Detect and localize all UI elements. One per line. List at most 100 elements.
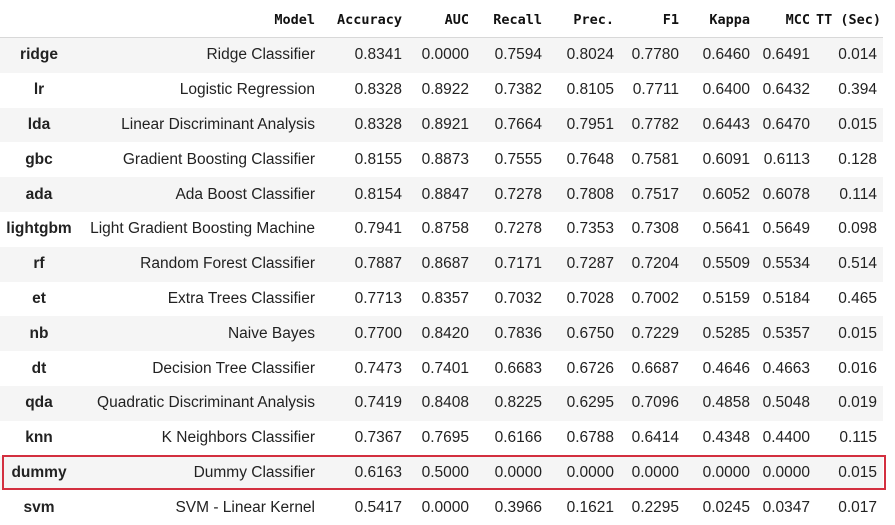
header-mcc: MCC	[756, 3, 816, 38]
model-name-cell: Random Forest Classifier	[78, 246, 321, 282]
f1-cell: 0.7204	[620, 246, 685, 282]
tt-cell: 0.017	[816, 490, 883, 525]
auc-cell: 0.8847	[408, 177, 475, 212]
auc-cell: 0.8687	[408, 246, 475, 282]
recall-cell: 0.7032	[475, 281, 548, 317]
header-model: Model	[78, 3, 321, 38]
accuracy-cell: 0.8154	[321, 177, 408, 212]
accuracy-cell: 0.5417	[321, 490, 408, 525]
table-row: qda Quadratic Discriminant Analysis 0.7419…	[0, 385, 883, 421]
accuracy-cell: 0.7713	[321, 281, 408, 317]
prec-cell: 0.6726	[548, 351, 620, 386]
table-row: dt Decision Tree Classifier 0.7473 0.7401 0.…	[0, 351, 883, 386]
mcc-cell: 0.6432	[756, 72, 816, 108]
mcc-cell: 0.6491	[756, 37, 816, 73]
recall-cell: 0.8225	[475, 385, 548, 421]
model-name-cell: Decision Tree Classifier	[78, 351, 321, 386]
model-name-cell: K Neighbors Classifier	[78, 420, 321, 456]
tt-cell: 0.019	[816, 385, 883, 421]
auc-cell: 0.8758	[408, 211, 475, 247]
prec-cell: 0.8105	[548, 72, 620, 108]
tt-cell: 0.015	[816, 107, 883, 143]
accuracy-cell: 0.7700	[321, 316, 408, 352]
auc-cell: 0.8922	[408, 72, 475, 108]
auc-cell: 0.8408	[408, 385, 475, 421]
mcc-cell: 0.6113	[756, 142, 816, 178]
kappa-cell: 0.5285	[685, 316, 756, 352]
row-index: svm	[0, 490, 78, 525]
recall-cell: 0.6166	[475, 420, 548, 456]
header-recall: Recall	[475, 3, 548, 38]
kappa-cell: 0.6460	[685, 37, 756, 73]
mcc-cell: 0.0000	[756, 455, 816, 491]
prec-cell: 0.7808	[548, 177, 620, 212]
model-comparison-table: Model Accuracy AUC Recall Prec. F1 Kappa…	[0, 3, 883, 525]
prec-cell: 0.7028	[548, 281, 620, 317]
f1-cell: 0.7308	[620, 211, 685, 247]
table-row: svm SVM - Linear Kernel 0.5417 0.0000 0.3966…	[0, 490, 883, 525]
accuracy-cell: 0.7419	[321, 385, 408, 421]
row-index: et	[0, 281, 78, 317]
f1-cell: 0.7229	[620, 316, 685, 352]
auc-cell: 0.8357	[408, 281, 475, 317]
model-name-cell: Extra Trees Classifier	[78, 281, 321, 317]
recall-cell: 0.7836	[475, 316, 548, 352]
f1-cell: 0.7780	[620, 37, 685, 73]
table-header-row: Model Accuracy AUC Recall Prec. F1 Kappa…	[0, 3, 883, 38]
accuracy-cell: 0.7367	[321, 420, 408, 456]
kappa-cell: 0.4646	[685, 351, 756, 386]
accuracy-cell: 0.7887	[321, 246, 408, 282]
model-name-cell: Naive Bayes	[78, 316, 321, 352]
f1-cell: 0.2295	[620, 490, 685, 525]
tt-cell: 0.128	[816, 142, 883, 178]
mcc-cell: 0.0347	[756, 490, 816, 525]
auc-cell: 0.7401	[408, 351, 475, 386]
prec-cell: 0.7648	[548, 142, 620, 178]
prec-cell: 0.6750	[548, 316, 620, 352]
kappa-cell: 0.0000	[685, 455, 756, 491]
prec-cell: 0.7951	[548, 107, 620, 143]
row-index: lr	[0, 72, 78, 108]
kappa-cell: 0.0245	[685, 490, 756, 525]
kappa-cell: 0.5641	[685, 211, 756, 247]
recall-cell: 0.7382	[475, 72, 548, 108]
kappa-cell: 0.6443	[685, 107, 756, 143]
tt-cell: 0.016	[816, 351, 883, 386]
f1-cell: 0.7782	[620, 107, 685, 143]
auc-cell: 0.8873	[408, 142, 475, 178]
recall-cell: 0.7594	[475, 37, 548, 73]
auc-cell: 0.0000	[408, 37, 475, 73]
prec-cell: 0.1621	[548, 490, 620, 525]
mcc-cell: 0.4400	[756, 420, 816, 456]
f1-cell: 0.7002	[620, 281, 685, 317]
prec-cell: 0.7353	[548, 211, 620, 247]
tt-cell: 0.114	[816, 177, 883, 212]
tt-cell: 0.015	[816, 316, 883, 352]
row-index: rf	[0, 246, 78, 282]
prec-cell: 0.0000	[548, 455, 620, 491]
table-row: et Extra Trees Classifier 0.7713 0.8357 0.70…	[0, 281, 883, 317]
f1-cell: 0.7517	[620, 177, 685, 212]
auc-cell: 0.7695	[408, 420, 475, 456]
mcc-cell: 0.5048	[756, 385, 816, 421]
mcc-cell: 0.5649	[756, 211, 816, 247]
table-row: nb Naive Bayes 0.7700 0.8420 0.7836 0.6750 0.7…	[0, 316, 883, 352]
auc-cell: 0.8420	[408, 316, 475, 352]
f1-cell: 0.6414	[620, 420, 685, 456]
mcc-cell: 0.5534	[756, 246, 816, 282]
accuracy-cell: 0.6163	[321, 455, 408, 491]
row-index: lightgbm	[0, 211, 78, 247]
table-row: knn K Neighbors Classifier 0.7367 0.7695 0.6…	[0, 420, 883, 456]
mcc-cell: 0.4663	[756, 351, 816, 386]
f1-cell: 0.6687	[620, 351, 685, 386]
header-kappa: Kappa	[685, 3, 756, 38]
prec-cell: 0.7287	[548, 246, 620, 282]
recall-cell: 0.7664	[475, 107, 548, 143]
f1-cell: 0.7581	[620, 142, 685, 178]
tt-cell: 0.465	[816, 281, 883, 317]
kappa-cell: 0.5509	[685, 246, 756, 282]
recall-cell: 0.7278	[475, 177, 548, 212]
tt-cell: 0.115	[816, 420, 883, 456]
model-name-cell: Light Gradient Boosting Machine	[78, 211, 321, 247]
table-row: lda Linear Discriminant Analysis 0.8328 0.8…	[0, 107, 883, 143]
